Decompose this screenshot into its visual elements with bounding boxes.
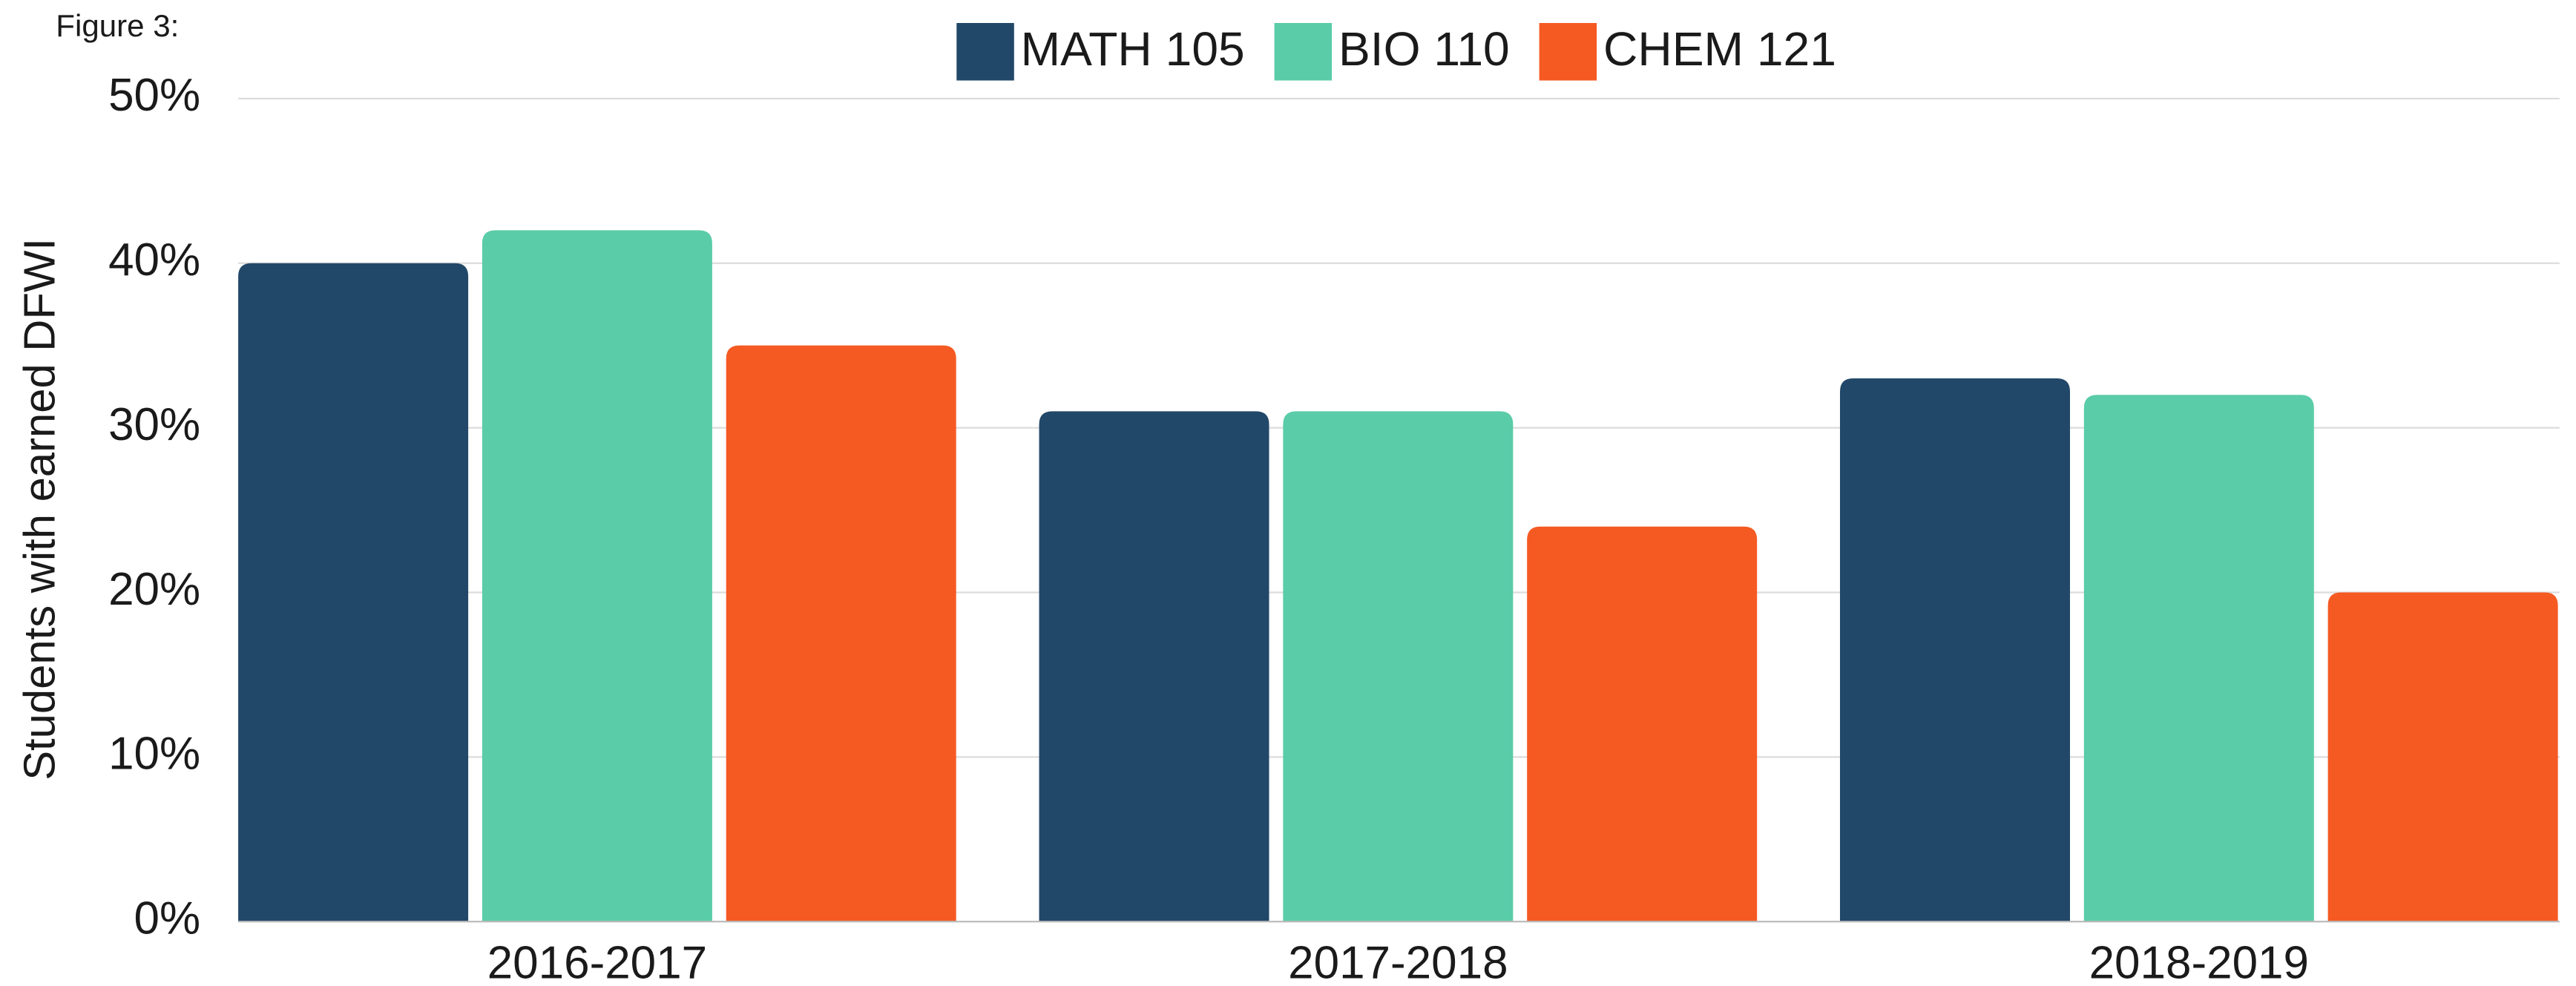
bar <box>482 230 712 922</box>
legend-swatch <box>1274 22 1333 81</box>
bar <box>1839 378 2070 922</box>
x-tick-label: 2016-2017 <box>487 937 707 986</box>
x-tick-label: 2017-2018 <box>1288 937 1508 986</box>
y-tick-label: 0% <box>134 893 201 944</box>
chart-title: Figure 3: <box>56 8 179 43</box>
bar <box>1283 411 1514 922</box>
y-tick-label: 10% <box>108 729 200 780</box>
bar <box>1039 411 1269 922</box>
legend-swatch <box>1539 22 1597 81</box>
legend-swatch <box>956 22 1014 81</box>
bar <box>238 263 469 922</box>
bar <box>2083 395 2314 922</box>
legend-label: BIO 110 <box>1338 22 1510 76</box>
y-axis-label: Students with earned DFWI <box>14 238 64 780</box>
x-tick-label: 2018-2019 <box>2089 937 2309 986</box>
y-tick-label: 20% <box>108 564 200 615</box>
bar <box>1527 526 1758 922</box>
y-tick-label: 40% <box>108 234 200 286</box>
legend-label: MATH 105 <box>1021 22 1245 76</box>
bar <box>726 345 956 922</box>
bar <box>2327 592 2558 922</box>
legend-label: CHEM 121 <box>1603 22 1836 76</box>
y-tick-label: 50% <box>108 70 200 121</box>
y-tick-label: 30% <box>108 399 200 450</box>
